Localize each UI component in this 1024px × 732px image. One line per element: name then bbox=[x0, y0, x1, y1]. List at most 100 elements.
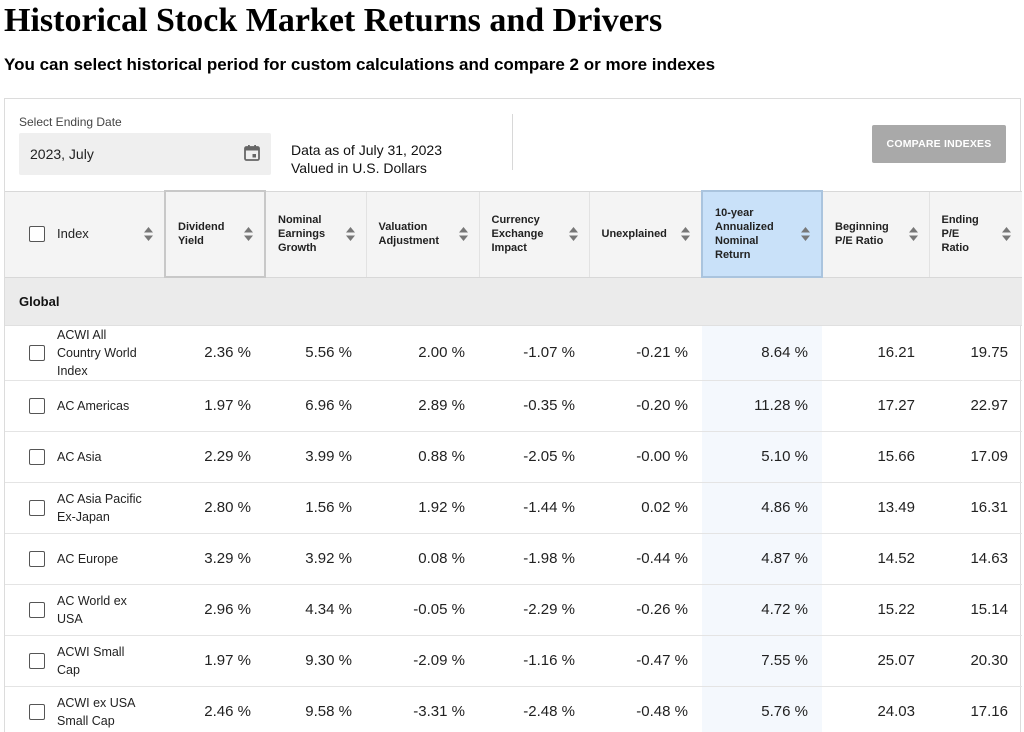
ending-pe-cell: 17.16 bbox=[929, 686, 1022, 732]
column-header-label: Ending P/E Ratio bbox=[941, 214, 979, 254]
returns-table: Index Dividend Yield Nominal Earnings Gr… bbox=[5, 190, 1022, 732]
index-name-cell: AC Asia Pacific Ex-Japan bbox=[5, 482, 165, 534]
column-header-dividend-yield[interactable]: Dividend Yield bbox=[164, 190, 266, 278]
sort-icon[interactable] bbox=[243, 226, 254, 242]
unexplained-cell: -0.48 % bbox=[589, 686, 702, 732]
valuation-adjustment-cell: 2.00 % bbox=[366, 325, 479, 381]
valuation-adjustment-cell: 1.92 % bbox=[366, 482, 479, 534]
table-row: ACWI ex USA Small Cap 2.46 % 9.58 % -3.31 %… bbox=[5, 686, 1022, 732]
column-header-label: Unexplained bbox=[601, 228, 667, 240]
compare-indexes-button[interactable]: COMPARE INDEXES bbox=[872, 125, 1006, 163]
index-name[interactable]: ACWI ex USA Small Cap bbox=[57, 695, 135, 728]
ending-pe-cell: 14.63 bbox=[929, 533, 1022, 585]
nominal-earnings-growth-cell: 1.56 % bbox=[265, 482, 366, 534]
index-name[interactable]: ACWI Small Cap bbox=[57, 644, 125, 677]
sort-icon[interactable] bbox=[143, 226, 154, 242]
currency-exchange-impact-cell: -1.98 % bbox=[479, 533, 589, 585]
index-name-wrap: ACWI All Country World Index bbox=[29, 326, 165, 380]
dividend-yield-cell: 2.36 % bbox=[165, 325, 265, 381]
unexplained-cell: -0.47 % bbox=[589, 635, 702, 687]
row-select-checkbox[interactable] bbox=[29, 652, 45, 669]
column-header-label: Currency Exchange Impact bbox=[491, 214, 544, 254]
sort-icon[interactable] bbox=[345, 226, 356, 242]
column-header-currency-exchange-impact[interactable]: Currency Exchange Impact bbox=[478, 190, 589, 278]
ten-year-return-cell: 7.55 % bbox=[702, 635, 822, 687]
sort-icon[interactable] bbox=[458, 226, 469, 242]
controls-divider bbox=[512, 114, 513, 170]
nominal-earnings-growth-cell: 3.92 % bbox=[265, 533, 366, 585]
ending-date-picker[interactable]: 2023, July bbox=[19, 133, 271, 175]
index-name-cell: ACWI All Country World Index bbox=[5, 325, 165, 381]
column-header-valuation-adjustment[interactable]: Valuation Adjustment bbox=[365, 190, 479, 278]
nominal-earnings-growth-cell: 3.99 % bbox=[265, 431, 366, 483]
index-name[interactable]: AC Asia Pacific Ex-Japan bbox=[57, 491, 142, 524]
beginning-pe-cell: 14.52 bbox=[822, 533, 929, 585]
dividend-yield-cell: 1.97 % bbox=[165, 635, 265, 687]
unexplained-cell: -0.44 % bbox=[589, 533, 702, 585]
sort-icon[interactable] bbox=[568, 226, 579, 242]
index-name[interactable]: AC World ex USA bbox=[57, 593, 127, 626]
index-name-cell: AC Americas bbox=[5, 380, 165, 432]
sort-icon[interactable] bbox=[800, 226, 811, 242]
unexplained-cell: -0.20 % bbox=[589, 380, 702, 432]
row-select-checkbox[interactable] bbox=[29, 601, 45, 618]
beginning-pe-cell: 15.22 bbox=[822, 584, 929, 636]
dividend-yield-cell: 2.29 % bbox=[165, 431, 265, 483]
column-header-nominal-earnings-growth[interactable]: Nominal Earnings Growth bbox=[264, 190, 366, 278]
valuation-adjustment-cell: 2.89 % bbox=[366, 380, 479, 432]
column-header-index[interactable]: Index bbox=[5, 190, 165, 278]
index-name[interactable]: AC Europe bbox=[57, 551, 119, 566]
unexplained-cell: 0.02 % bbox=[589, 482, 702, 534]
index-name-wrap: ACWI Small Cap bbox=[29, 643, 165, 679]
index-name[interactable]: AC Asia bbox=[57, 449, 102, 464]
ending-pe-cell: 17.09 bbox=[929, 431, 1022, 483]
index-name-cell: ACWI Small Cap bbox=[5, 635, 165, 687]
row-select-checkbox[interactable] bbox=[29, 448, 45, 465]
page-subtitle: You can select historical period for cus… bbox=[4, 55, 716, 74]
sort-icon[interactable] bbox=[1001, 226, 1012, 242]
index-name[interactable]: ACWI All Country World Index bbox=[57, 327, 137, 378]
row-select-checkbox[interactable] bbox=[29, 397, 45, 414]
valuation-adjustment-cell: 0.08 % bbox=[366, 533, 479, 585]
table-row: AC World ex USA 2.96 % 4.34 % -0.05 % -2.29 … bbox=[5, 584, 1022, 636]
column-header-ten-year-return[interactable]: 10-year Annualized Nominal Return bbox=[701, 190, 823, 278]
nominal-earnings-growth-cell: 4.34 % bbox=[265, 584, 366, 636]
ending-pe-cell: 19.75 bbox=[929, 325, 1022, 381]
sort-icon[interactable] bbox=[680, 226, 691, 242]
index-name[interactable]: AC Americas bbox=[57, 398, 130, 413]
currency-exchange-impact-cell: -1.16 % bbox=[479, 635, 589, 687]
index-name-cell: AC Europe bbox=[5, 533, 165, 585]
index-name-wrap: AC Europe bbox=[29, 550, 165, 568]
nominal-earnings-growth-cell: 9.30 % bbox=[265, 635, 366, 687]
currency-exchange-impact-cell: -0.35 % bbox=[479, 380, 589, 432]
row-select-checkbox[interactable] bbox=[29, 344, 45, 361]
row-select-checkbox[interactable] bbox=[29, 499, 45, 516]
unexplained-cell: -0.26 % bbox=[589, 584, 702, 636]
select-all-checkbox[interactable] bbox=[29, 226, 45, 242]
beginning-pe-cell: 15.66 bbox=[822, 431, 929, 483]
column-header-ending-pe[interactable]: Ending P/E Ratio bbox=[928, 190, 1022, 278]
beginning-pe-cell: 13.49 bbox=[822, 482, 929, 534]
ten-year-return-cell: 8.64 % bbox=[702, 325, 822, 381]
ten-year-return-cell: 11.28 % bbox=[702, 380, 822, 432]
column-header-beginning-pe[interactable]: Beginning P/E Ratio bbox=[821, 190, 929, 278]
index-name-wrap: AC Americas bbox=[29, 397, 165, 415]
table-row: AC Americas 1.97 % 6.96 % 2.89 % -0.35 % -0.2… bbox=[5, 380, 1022, 432]
calendar-icon[interactable] bbox=[243, 144, 261, 162]
beginning-pe-cell: 17.27 bbox=[822, 380, 929, 432]
column-header-label: Valuation Adjustment bbox=[378, 221, 440, 247]
ending-pe-cell: 20.30 bbox=[929, 635, 1022, 687]
currency-exchange-impact-cell: -2.48 % bbox=[479, 686, 589, 732]
row-select-checkbox[interactable] bbox=[29, 703, 45, 720]
sort-icon[interactable] bbox=[908, 226, 919, 242]
page-title: Historical Stock Market Returns and Driv… bbox=[4, 2, 663, 39]
currency-exchange-impact-cell: -2.29 % bbox=[479, 584, 589, 636]
group-row-global: Global bbox=[5, 277, 1022, 326]
ten-year-return-cell: 4.86 % bbox=[702, 482, 822, 534]
returns-panel: Select Ending Date 2023, July Data as of… bbox=[4, 98, 1022, 732]
index-name-cell: AC World ex USA bbox=[5, 584, 165, 636]
row-select-checkbox[interactable] bbox=[29, 550, 45, 567]
column-header-unexplained[interactable]: Unexplained bbox=[588, 190, 702, 278]
ending-date-value: 2023, July bbox=[30, 146, 94, 162]
index-name-cell: ACWI ex USA Small Cap bbox=[5, 686, 165, 732]
